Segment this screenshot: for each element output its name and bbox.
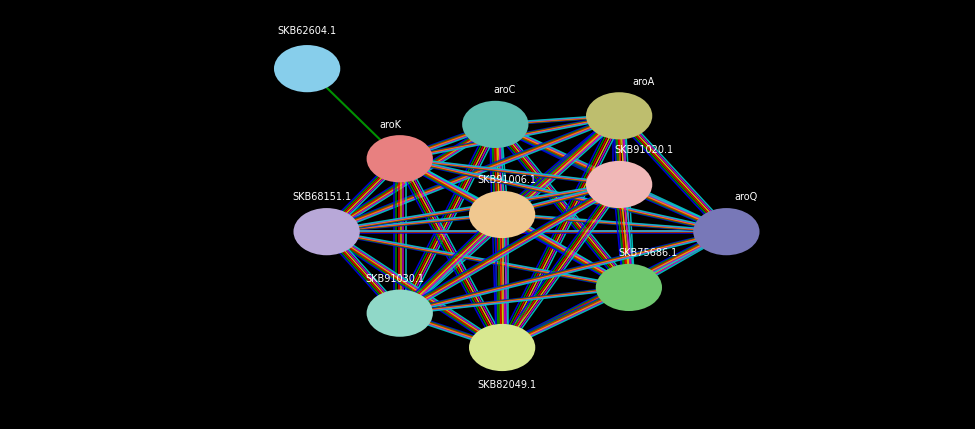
Ellipse shape — [367, 135, 433, 182]
Ellipse shape — [293, 208, 360, 255]
Ellipse shape — [693, 208, 760, 255]
Text: aroQ: aroQ — [734, 193, 758, 202]
Text: SKB91020.1: SKB91020.1 — [614, 145, 673, 155]
Ellipse shape — [462, 101, 528, 148]
Text: SKB62604.1: SKB62604.1 — [278, 27, 336, 36]
Text: SKB75686.1: SKB75686.1 — [619, 248, 678, 258]
Text: SKB68151.1: SKB68151.1 — [292, 193, 351, 202]
Text: SKB91006.1: SKB91006.1 — [478, 175, 536, 185]
Ellipse shape — [274, 45, 340, 92]
Ellipse shape — [367, 290, 433, 337]
Text: aroK: aroK — [379, 120, 401, 130]
Ellipse shape — [596, 264, 662, 311]
Ellipse shape — [469, 191, 535, 238]
Text: SKB82049.1: SKB82049.1 — [478, 380, 536, 390]
Text: SKB91030.1: SKB91030.1 — [366, 274, 424, 284]
Ellipse shape — [469, 324, 535, 371]
Text: aroA: aroA — [633, 77, 654, 87]
Ellipse shape — [586, 161, 652, 208]
Ellipse shape — [586, 92, 652, 139]
Text: aroC: aroC — [494, 85, 516, 95]
